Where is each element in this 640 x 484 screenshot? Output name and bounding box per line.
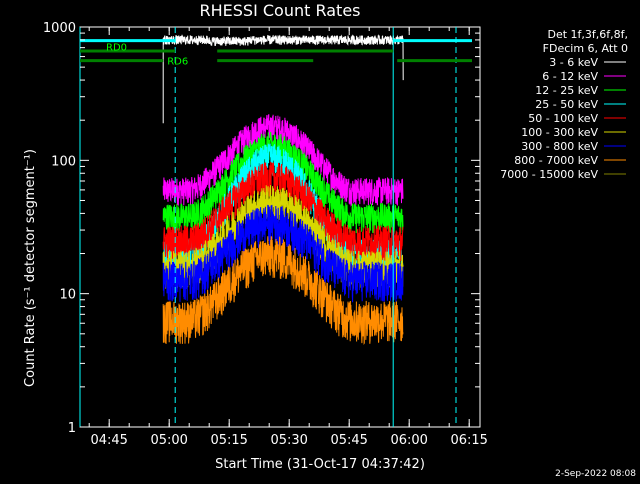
series-layer — [162, 34, 404, 346]
y-axis-label: Count Rate (s⁻¹ detector segment⁻¹) — [23, 149, 38, 387]
y-tick-label: 10 — [59, 288, 76, 303]
legend-entry-label: 25 - 50 keV — [535, 98, 598, 111]
chart-title: RHESSI Count Rates — [200, 1, 361, 20]
attenuator-label-rd0: RD0 — [106, 43, 127, 54]
legend-entry-label: 7000 - 15000 keV — [500, 168, 598, 181]
series-line-800-7000-kev — [162, 236, 404, 346]
axis-layer: 04:45 05:00 05:15 05:30 05:45 06:00 06:15 1 10 10… — [43, 21, 488, 448]
attenuator-label-rd6: RD6 — [167, 57, 188, 68]
y-tick-label: 1 — [68, 421, 76, 436]
y-tick-label: 1000 — [43, 21, 76, 36]
x-tick-label: 05:45 — [330, 433, 367, 448]
y-tick-label: 100 — [51, 154, 76, 169]
x-tick-label: 05:15 — [210, 433, 247, 448]
x-tick-label: 06:15 — [450, 433, 487, 448]
x-axis-label: Start Time (31-Oct-17 04:37:42) — [215, 457, 425, 472]
legend-entry-label: 300 - 800 keV — [521, 140, 598, 153]
legend-entry-label: 50 - 100 keV — [528, 112, 598, 125]
legend-entry-label: 6 - 12 keV — [542, 70, 598, 83]
legend-entry-label: 12 - 25 keV — [535, 84, 598, 97]
legend-entry-label: 800 - 7000 keV — [514, 154, 598, 167]
x-tick-label: 06:00 — [390, 433, 427, 448]
x-tick-label: 05:30 — [270, 433, 307, 448]
legend: Det 1f,3f,6f,8f,FDecim 6, Att 03 - 6 keV… — [500, 28, 628, 181]
series-line-3-6-kev — [162, 34, 404, 124]
marker-layer: RD0 RD6 — [79, 27, 472, 427]
series-line-6-12-kev — [162, 114, 404, 207]
x-tick-label: 04:45 — [90, 433, 127, 448]
series-line-300-800-kev — [162, 204, 404, 303]
legend-header-line: Det 1f,3f,6f,8f, — [547, 28, 628, 41]
legend-header-line: FDecim 6, Att 0 — [543, 42, 628, 55]
footer-date: 2-Sep-2022 08:08 — [555, 469, 636, 479]
x-tick-label: 05:00 — [150, 433, 187, 448]
legend-entry-label: 100 - 300 keV — [521, 126, 598, 139]
legend-entry-label: 3 - 6 keV — [549, 56, 598, 69]
